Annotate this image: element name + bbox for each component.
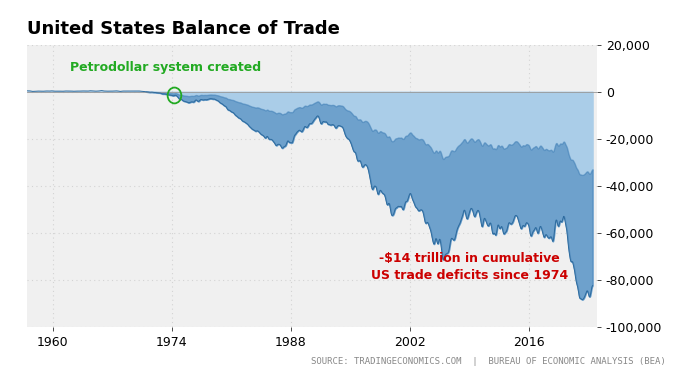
Text: Petrodollar system created: Petrodollar system created xyxy=(71,61,261,74)
Text: -$14 trillion in cumulative
US trade deficits since 1974: -$14 trillion in cumulative US trade def… xyxy=(370,252,568,282)
Text: United States Balance of Trade: United States Balance of Trade xyxy=(27,19,340,38)
Text: SOURCE: TRADINGECONOMICS.COM  |  BUREAU OF ECONOMIC ANALYSIS (BEA): SOURCE: TRADINGECONOMICS.COM | BUREAU OF… xyxy=(311,357,665,366)
